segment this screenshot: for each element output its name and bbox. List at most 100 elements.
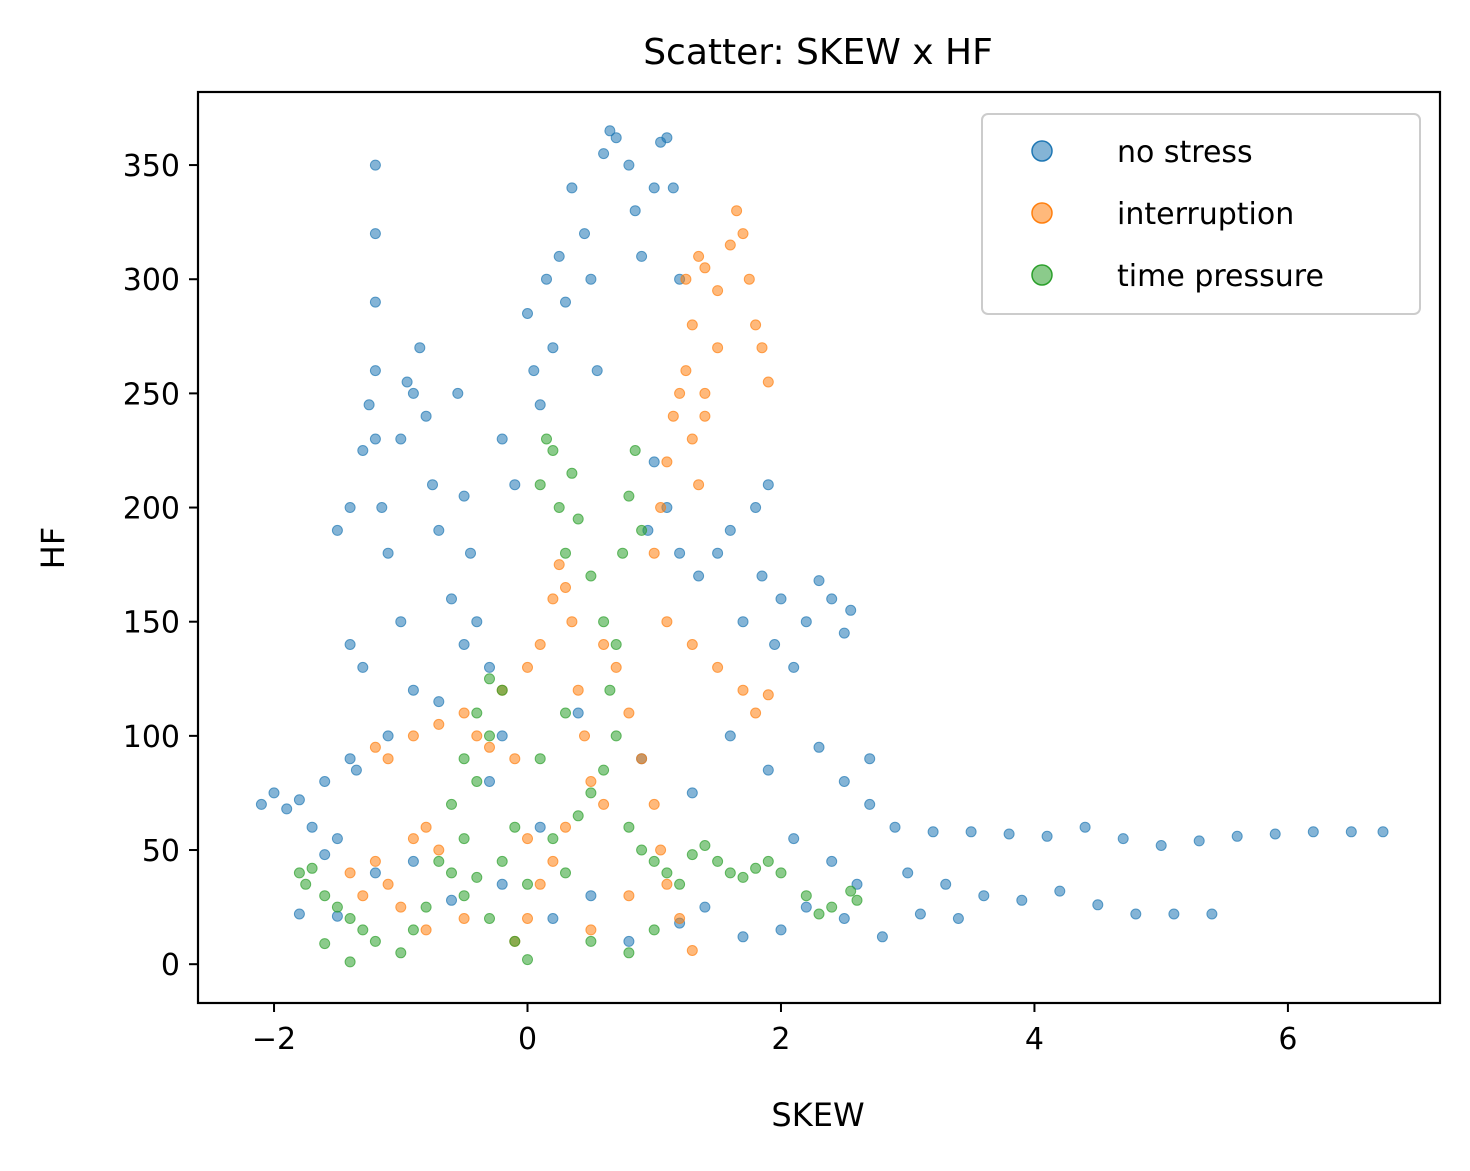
data-point bbox=[452, 387, 464, 399]
y-tick-label: 350 bbox=[123, 149, 180, 184]
data-point bbox=[547, 913, 559, 924]
data-point bbox=[693, 479, 705, 491]
data-point bbox=[281, 803, 293, 815]
data-point bbox=[433, 696, 445, 708]
data-point bbox=[395, 616, 407, 628]
y-tick-label: 100 bbox=[123, 720, 180, 755]
data-point bbox=[775, 867, 787, 879]
data-point bbox=[407, 387, 419, 399]
data-point bbox=[522, 308, 533, 319]
data-point bbox=[750, 707, 762, 719]
data-point bbox=[560, 296, 571, 308]
data-point bbox=[762, 689, 774, 701]
y-tick-label: 50 bbox=[142, 834, 180, 869]
data-point bbox=[458, 490, 470, 502]
data-point bbox=[458, 833, 470, 845]
data-point bbox=[699, 840, 711, 851]
data-point bbox=[553, 502, 565, 513]
legend-marker bbox=[1031, 140, 1053, 162]
data-point bbox=[731, 205, 743, 217]
y-tick-label: 200 bbox=[123, 492, 180, 527]
data-point bbox=[541, 433, 552, 445]
data-point bbox=[636, 250, 648, 262]
data-point bbox=[484, 776, 495, 787]
data-point bbox=[712, 661, 724, 673]
data-point bbox=[534, 399, 546, 411]
data-point bbox=[509, 821, 521, 833]
data-point bbox=[572, 810, 584, 822]
data-point bbox=[357, 924, 369, 936]
data-point bbox=[636, 844, 648, 856]
data-point bbox=[712, 547, 724, 559]
data-point bbox=[553, 250, 565, 262]
data-point bbox=[369, 867, 381, 879]
data-point bbox=[851, 878, 863, 890]
x-axis-ticks: −2 0 2 4 6 bbox=[252, 1003, 1297, 1057]
data-point bbox=[750, 862, 762, 874]
data-point bbox=[610, 132, 622, 144]
data-point bbox=[268, 787, 280, 799]
data-point bbox=[712, 342, 724, 354]
data-point bbox=[585, 890, 597, 902]
data-point bbox=[598, 639, 610, 650]
data-point bbox=[813, 908, 825, 920]
data-point bbox=[927, 826, 939, 838]
data-point bbox=[446, 894, 457, 906]
data-point bbox=[940, 878, 952, 890]
data-point bbox=[395, 901, 407, 913]
data-point bbox=[344, 867, 356, 879]
data-point bbox=[547, 593, 559, 605]
series-1 bbox=[344, 205, 774, 956]
data-point bbox=[1168, 908, 1180, 920]
data-point bbox=[293, 794, 305, 806]
data-point bbox=[522, 954, 533, 966]
data-point bbox=[667, 410, 679, 422]
data-point bbox=[648, 855, 660, 867]
data-point bbox=[813, 741, 825, 753]
data-point bbox=[661, 878, 673, 890]
data-point bbox=[534, 821, 546, 833]
data-point bbox=[686, 787, 698, 799]
data-point bbox=[566, 182, 578, 194]
data-point bbox=[693, 250, 705, 262]
data-point bbox=[496, 684, 508, 696]
data-point bbox=[876, 931, 888, 943]
data-point bbox=[775, 593, 787, 605]
data-point bbox=[344, 956, 356, 968]
data-point bbox=[255, 798, 267, 810]
data-point bbox=[661, 867, 673, 879]
data-point bbox=[845, 604, 857, 616]
data-point bbox=[737, 228, 749, 240]
data-point bbox=[737, 684, 749, 696]
data-point bbox=[484, 673, 495, 685]
data-point bbox=[369, 159, 381, 171]
data-point bbox=[1345, 826, 1357, 838]
data-point bbox=[496, 878, 508, 890]
series-0 bbox=[255, 125, 1389, 947]
x-axis-label: SKEW bbox=[771, 1096, 864, 1134]
data-point bbox=[509, 479, 521, 491]
data-point bbox=[845, 885, 857, 897]
data-point bbox=[1092, 899, 1104, 911]
data-point bbox=[1016, 894, 1028, 906]
data-point bbox=[344, 913, 356, 924]
data-point bbox=[458, 707, 470, 719]
data-point bbox=[686, 433, 698, 445]
data-point bbox=[534, 878, 546, 890]
data-point bbox=[769, 639, 781, 650]
data-point bbox=[826, 901, 838, 913]
data-point bbox=[528, 365, 540, 377]
data-point bbox=[509, 935, 521, 947]
data-point bbox=[978, 890, 990, 902]
data-point bbox=[623, 490, 635, 502]
data-point bbox=[838, 913, 850, 924]
data-point bbox=[357, 890, 369, 902]
data-point bbox=[369, 935, 381, 947]
data-point bbox=[547, 445, 559, 456]
data-point bbox=[1079, 821, 1091, 833]
data-point bbox=[864, 753, 876, 765]
data-point bbox=[686, 319, 698, 331]
data-point bbox=[293, 908, 305, 920]
data-point bbox=[446, 798, 457, 810]
